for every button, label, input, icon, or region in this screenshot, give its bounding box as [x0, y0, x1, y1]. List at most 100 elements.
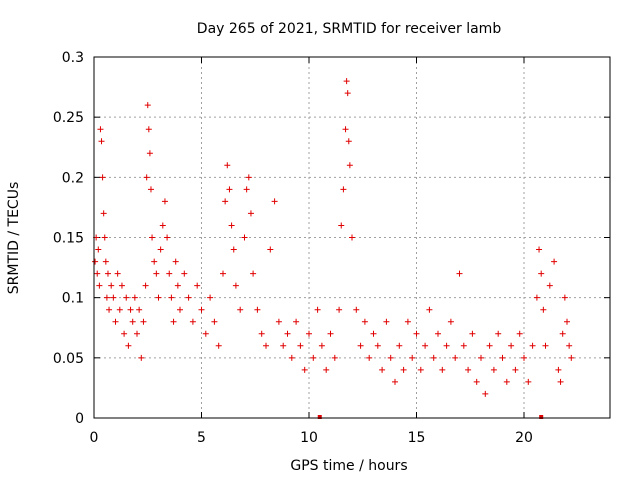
data-point — [99, 174, 106, 181]
data-point — [306, 330, 312, 337]
data-point — [215, 342, 222, 349]
data-point — [301, 366, 308, 373]
data-point — [237, 306, 244, 313]
data-point — [512, 366, 519, 373]
data-point — [344, 90, 351, 97]
data-point — [114, 270, 121, 277]
data-point — [555, 366, 562, 373]
data-point — [136, 306, 143, 313]
data-point — [146, 150, 153, 157]
data-point — [566, 342, 573, 349]
data-point — [422, 342, 429, 349]
data-point — [370, 330, 377, 337]
data-point — [144, 102, 151, 109]
data-point — [92, 258, 99, 265]
data-point — [310, 354, 317, 361]
data-point — [241, 234, 248, 241]
data-point — [345, 138, 352, 145]
data-point — [96, 282, 103, 289]
data-point — [280, 342, 287, 349]
data-point — [224, 162, 231, 169]
x-tick-label: 15 — [408, 430, 426, 446]
data-point — [207, 294, 214, 301]
data-point — [245, 174, 252, 181]
data-point — [142, 282, 149, 289]
data-point — [198, 306, 205, 313]
data-point — [267, 246, 274, 253]
data-point — [404, 318, 411, 325]
data-point — [447, 318, 454, 325]
data-point — [129, 318, 136, 325]
data-point — [379, 366, 386, 373]
y-tick-label: 0.1 — [62, 291, 84, 307]
data-point — [97, 126, 104, 133]
axis-ticks: 0 0.05 0.1 0.15 0.2 0.25 0.3 0 5 10 15 20 — [53, 50, 610, 446]
data-point — [168, 294, 175, 301]
data-point — [361, 318, 368, 325]
data-point — [465, 366, 472, 373]
data-point — [342, 126, 349, 133]
data-point — [495, 330, 502, 337]
data-point — [387, 354, 394, 361]
data-point — [353, 306, 360, 313]
x-tick-label: 5 — [197, 430, 206, 446]
data-point — [202, 330, 209, 337]
data-point — [147, 186, 154, 193]
data-point — [400, 366, 407, 373]
data-point — [102, 258, 109, 265]
data-point — [540, 306, 547, 313]
data-point — [226, 186, 233, 193]
data-point — [138, 354, 145, 361]
data-point — [258, 330, 265, 337]
data-point — [417, 366, 424, 373]
data-point — [568, 354, 575, 361]
data-point — [110, 294, 117, 301]
data-point — [177, 306, 183, 313]
data-point — [469, 330, 476, 337]
data-point — [222, 198, 229, 205]
x-tick-label: 20 — [515, 430, 533, 446]
data-point — [153, 270, 160, 277]
data-point — [413, 330, 420, 337]
grid-lines — [94, 57, 610, 418]
data-point — [460, 342, 467, 349]
y-tick-label: 0.2 — [62, 170, 84, 186]
data-point — [112, 318, 119, 325]
data-point — [349, 234, 355, 241]
y-axis-title: SRMTID / TECUs — [6, 182, 22, 295]
data-point — [482, 390, 489, 397]
data-point — [145, 126, 152, 133]
data-point — [314, 306, 321, 313]
data-point — [538, 270, 545, 277]
plot-frame — [93, 56, 611, 419]
x-axis-marker — [539, 415, 544, 419]
data-point — [366, 354, 373, 361]
data-point — [508, 342, 515, 349]
data-point — [340, 186, 347, 193]
data-point — [123, 294, 130, 301]
data-point — [529, 342, 536, 349]
data-point — [131, 294, 138, 301]
data-points — [92, 78, 575, 397]
data-point — [473, 378, 480, 385]
data-point — [396, 342, 403, 349]
data-point — [499, 354, 506, 361]
data-point — [127, 306, 134, 313]
data-point — [452, 354, 459, 361]
data-point — [542, 342, 549, 349]
y-tick-label: 0 — [75, 411, 84, 427]
data-point — [263, 342, 269, 349]
data-point — [134, 330, 140, 337]
data-point — [247, 210, 254, 217]
data-point — [374, 342, 381, 349]
data-point — [157, 246, 164, 253]
data-point — [503, 378, 510, 385]
data-point — [243, 186, 250, 193]
data-point — [323, 366, 330, 373]
data-point — [170, 318, 177, 325]
data-point — [94, 270, 101, 277]
data-point — [521, 354, 527, 361]
data-point — [121, 330, 128, 337]
data-point — [343, 78, 350, 85]
data-point — [409, 354, 416, 361]
